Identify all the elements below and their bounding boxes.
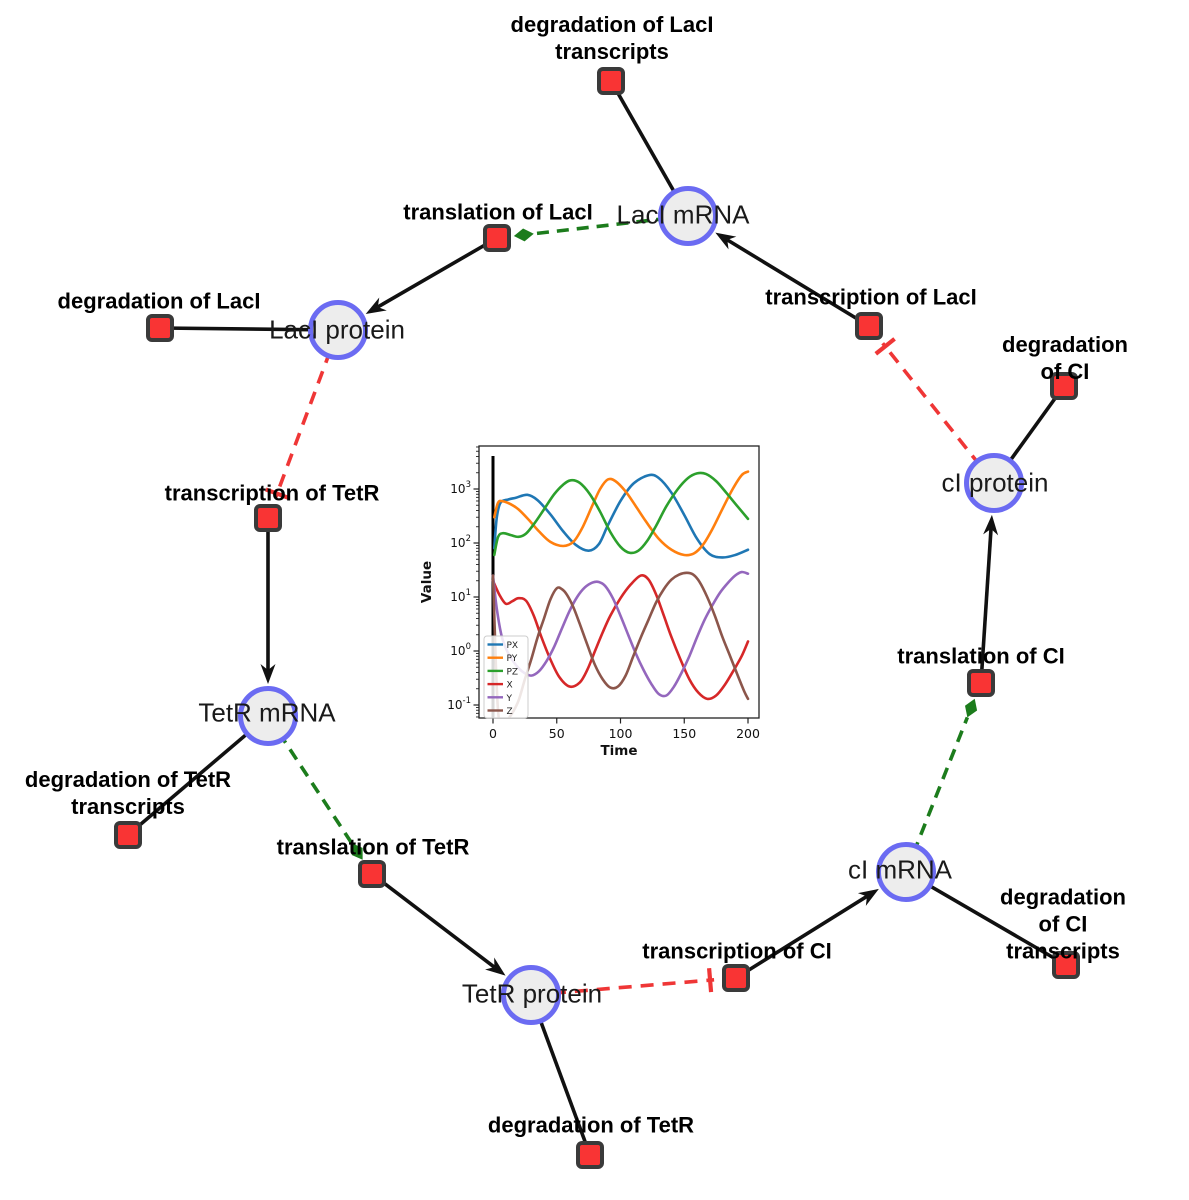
tr-tetr-label: transcription of TetR [164,480,380,506]
tl-laci-label: translation of LacI [403,199,593,225]
deg-laci-label: degradation of LacI [57,288,261,314]
species-node-tetr-mrna[interactable] [238,686,298,746]
deg-ci-tx-label: degradation of CI transcripts [1000,884,1126,964]
laci-protein-label: LacI protein [269,314,405,345]
species-node-tetr-protein[interactable] [501,965,561,1025]
reaction-node-deg-laci-tx[interactable] [597,67,625,95]
reaction-node-deg-ci[interactable] [1050,372,1078,400]
tr-ci-label: transcription of CI [642,938,832,964]
species-node-ci-protein[interactable] [964,453,1024,513]
deg-tetr-tx-label: degradation of TetR transcripts [24,767,232,819]
tl-tetr-label: translation of TetR [276,834,470,860]
deg-ci-label: degradation of CI [1002,332,1128,384]
tetr-mrna-label: TetR mRNA [198,697,336,728]
edge-tr-tetr-tetr-mrna [260,518,276,684]
edge-tl-ci-ci-protein [979,514,999,684]
deg-tetr-label: degradation of TetR [487,1112,695,1138]
tr-laci-label: transcription of LacI [765,284,977,310]
species-node-ci-mrna[interactable] [876,842,936,902]
edge-ci-mrna-deg-ci-tx [905,870,1067,967]
edge-tr-ci-ci-mrna [735,888,879,980]
edge-tl-tetr-tetr-protein [370,872,506,976]
reaction-node-tr-tetr[interactable] [254,504,282,532]
species-node-laci-mrna[interactable] [658,186,718,246]
reaction-node-deg-ci-tx[interactable] [1052,951,1080,979]
reaction-node-deg-tetr-tx[interactable] [114,821,142,849]
reaction-node-tl-ci[interactable] [967,669,995,697]
ci-mrna-label: cI mRNA [848,854,952,885]
deg-laci-tx-label: degradation of LacI transcripts [510,12,714,64]
reaction-node-tr-laci[interactable] [855,312,883,340]
reaction-node-tr-ci[interactable] [722,964,750,992]
tetr-protein-label: TetR protein [461,978,603,1009]
edge-tetr-protein-tr-ci [530,968,715,997]
reaction-node-deg-tetr[interactable] [576,1141,604,1169]
edge-tr-laci-laci-mrna [715,232,870,328]
tl-ci-label: translation of CI [897,643,1065,669]
reaction-node-tl-laci[interactable] [483,224,511,252]
species-node-laci-protein[interactable] [308,300,368,360]
edge-tl-laci-laci-protein [365,236,498,314]
reaction-node-tl-tetr[interactable] [358,860,386,888]
ci-protein-label: cI protein [941,467,1049,498]
reaction-node-deg-laci[interactable] [146,314,174,342]
laci-mrna-label: LacI mRNA [616,199,750,230]
